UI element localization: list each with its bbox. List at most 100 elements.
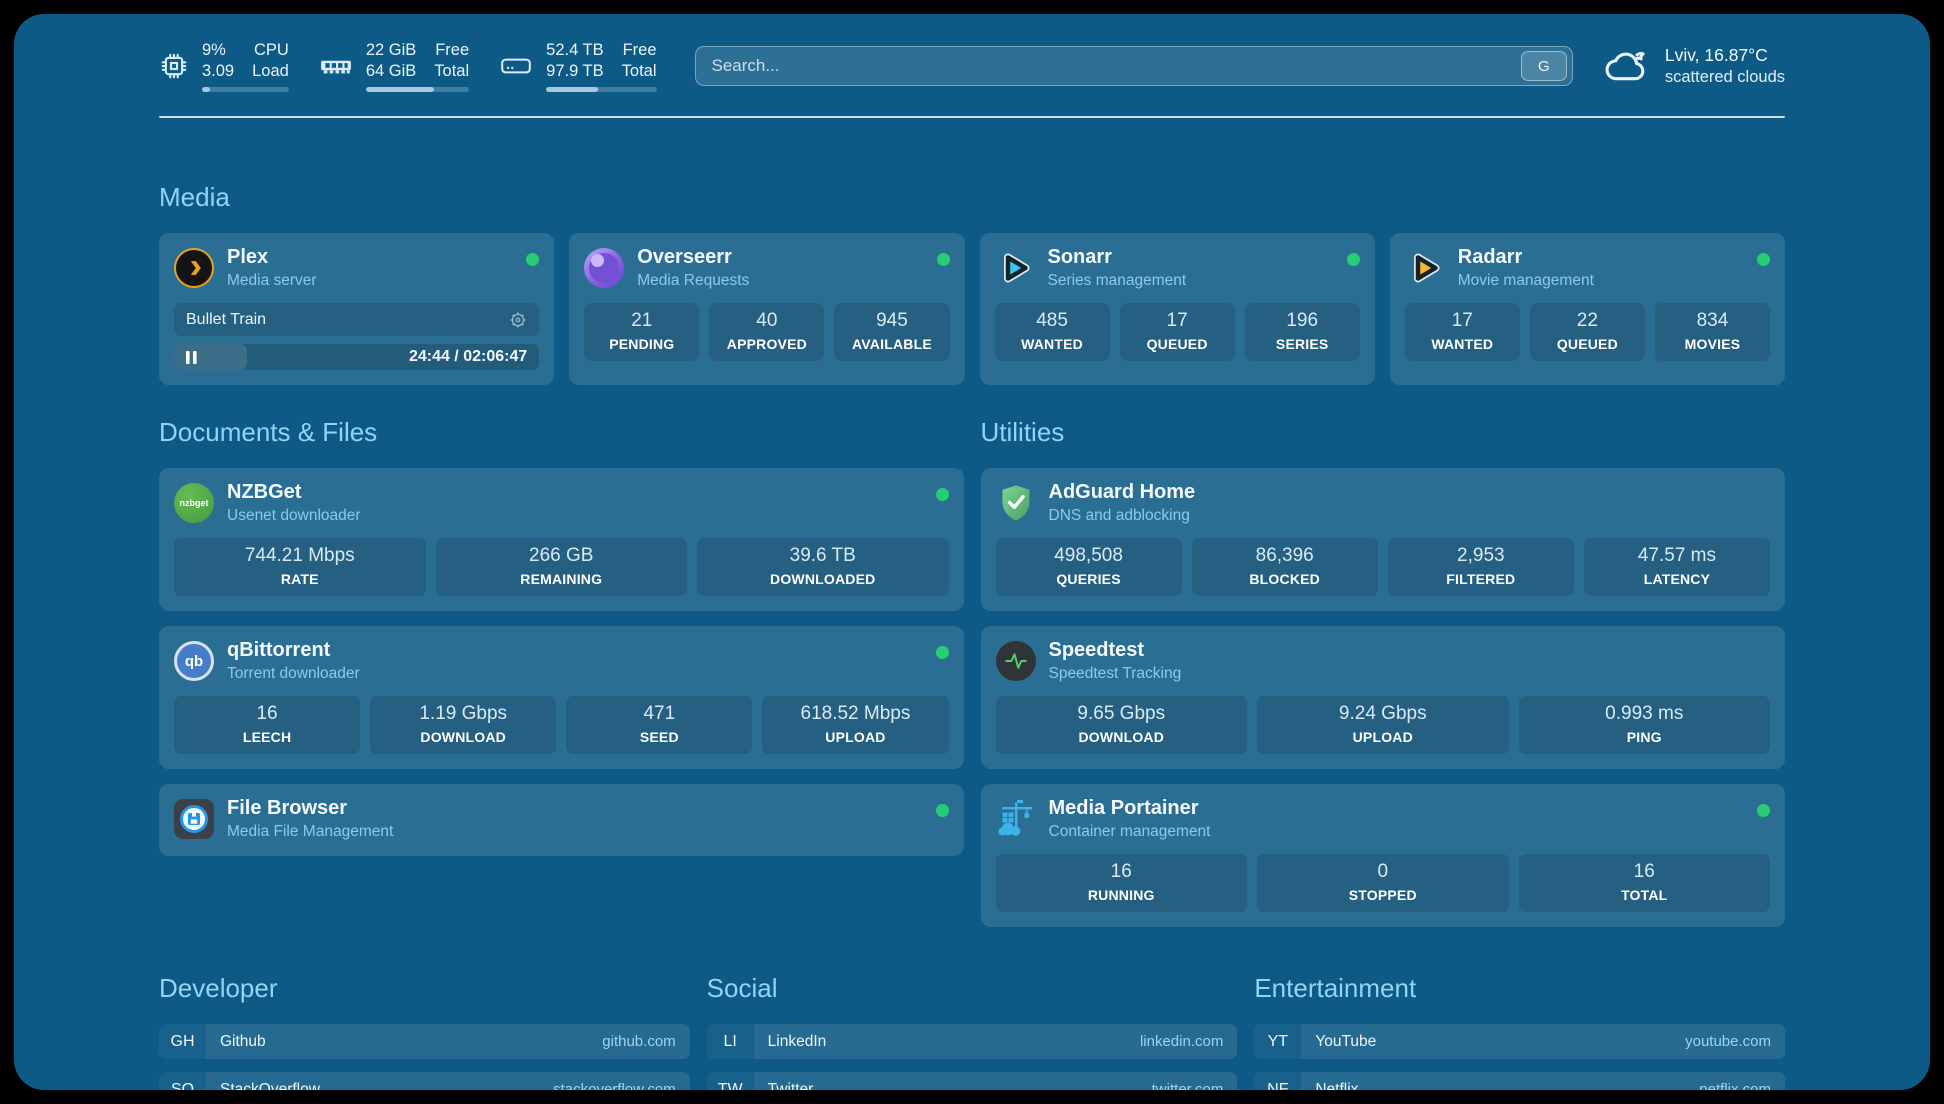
bookmark-url: netflix.com [1699,1081,1771,1090]
service-card-sonarr[interactable]: Sonarr Series management 485 WANTED 17 Q… [979,233,1375,386]
stat-box: 744.21 Mbps RATE [174,538,426,597]
stat-label: WANTED [1431,336,1494,353]
bookmark-abbr: NF [1254,1072,1302,1090]
stat-box: 618.52 Mbps UPLOAD [762,696,949,755]
stat-box: 1.19 Gbps DOWNLOAD [370,696,557,755]
stat-box: 0.993 ms PING [1518,696,1770,755]
stat-label: UPLOAD [1352,729,1413,746]
stat-value: 744.21 Mbps [244,545,355,567]
bookmark-stackoverflow[interactable]: SO StackOverflow stackoverflow.com [159,1072,690,1090]
service-card-plex[interactable]: Plex Media server Bullet Train [159,233,555,386]
stat-value: 0.993 ms [1605,703,1684,725]
stat-box: 945 AVAILABLE [834,303,950,362]
cpu-icon [159,51,189,81]
service-description: Media File Management [227,823,394,841]
search-bar[interactable]: G [694,46,1573,87]
stat-label: AVAILABLE [852,336,932,353]
disk-resource-widget: 52.4 TB 97.9 TB Free Total [499,40,657,93]
service-card-speedtest[interactable]: Speedtest Speedtest Tracking 9.65 Gbps D… [980,626,1785,770]
utilities-column: Utilities [980,417,1785,928]
memory-total-label: Total [434,62,470,81]
service-card-radarr[interactable]: Radarr Movie management 17 WANTED 22 QUE… [1389,233,1785,386]
bookmark-github[interactable]: GH Github github.com [159,1024,690,1060]
playback-time: 24:44 / 02:06:47 [408,348,528,366]
portainer-icon [996,799,1036,839]
section-title-entertainment: Entertainment [1254,973,1417,1004]
service-card-overseerr[interactable]: Overseerr Media Requests 21 PENDING 40 A… [569,233,965,386]
service-name: Media Portainer [1048,797,1199,820]
stat-value: 21 [631,310,653,332]
memory-total-value: 64 GiB [365,62,417,81]
service-card-adguard[interactable]: AdGuard Home DNS and adblocking 498,508 … [980,468,1785,612]
stat-value: 40 [756,310,778,332]
stat-label: SEED [639,729,679,746]
search-provider-button[interactable]: G [1520,51,1567,82]
stat-label: QUEUED [1146,336,1208,353]
nzbget-icon: nzbget [174,483,214,524]
stat-box: 471 SEED [566,696,753,755]
service-card-nzbget[interactable]: nzbget NZBGet Usenet downloader 744.21 M… [159,468,964,612]
status-dot [935,646,949,660]
weather-condition: scattered clouds [1664,68,1785,87]
status-dot [1757,804,1770,818]
stat-value: 16 [1633,861,1655,883]
stat-label: LEECH [242,729,292,746]
stat-box: 266 GB REMAINING [435,538,687,597]
service-description: Usenet downloader [227,507,361,525]
now-playing-row: Bullet Train [174,303,540,337]
service-name: Sonarr [1047,246,1112,269]
stat-label: DOWNLOAD [1078,729,1165,746]
header-divider [159,116,1785,119]
now-playing-title: Bullet Train [186,310,267,328]
disk-total-label: Total [621,62,657,81]
overseerr-icon [584,248,625,289]
service-description: Media Requests [637,272,750,290]
stat-label: DOWNLOADED [770,571,876,588]
service-description: DNS and adblocking [1048,507,1190,525]
stat-value: 17 [1451,310,1473,332]
stat-value: 16 [256,703,278,725]
service-card-filebrowser[interactable]: File Browser Media File Management [159,784,964,857]
documents-column: Documents & Files nzbget NZBGet Usenet d… [159,417,964,857]
service-description: Speedtest Tracking [1048,665,1182,683]
stat-value: 47.57 ms [1637,545,1717,567]
service-card-portainer[interactable]: Media Portainer Container management 16 … [980,784,1785,928]
service-card-qbittorrent[interactable]: qb qBittorrent Torrent downloader 16 LEE… [159,626,964,770]
stat-label: RATE [280,571,319,588]
stat-label: APPROVED [726,336,807,353]
stat-box: 196 SERIES [1244,303,1360,362]
stat-value: 1.19 Gbps [419,703,508,725]
disk-icon [499,53,533,79]
memory-resource-widget: 22 GiB 64 GiB Free Total [319,40,470,93]
bookmark-twitter[interactable]: TW Twitter twitter.com [706,1072,1238,1090]
memory-icon [319,53,353,79]
bookmark-youtube[interactable]: YT YouTube youtube.com [1254,1024,1785,1060]
stat-value: 471 [643,703,676,725]
radarr-icon [1405,248,1445,288]
service-description: Movie management [1457,272,1594,290]
service-description: Container management [1048,823,1211,841]
bookmark-group-developer: Developer GH Github github.com SO StackO… [159,973,690,1090]
stat-label: QUERIES [1056,571,1121,588]
stat-box: 498,508 QUERIES [995,538,1182,597]
playback-progress-fill [174,344,248,371]
bookmark-abbr: GH [159,1024,206,1060]
media-card-grid: Plex Media server Bullet Train [159,233,1785,386]
bookmark-linkedin[interactable]: LI LinkedIn linkedin.com [706,1024,1238,1060]
service-description: Media server [227,272,317,290]
section-title-documents: Documents & Files [159,417,378,448]
search-input[interactable] [711,56,1521,77]
disk-progress-fill [546,87,599,93]
bookmark-abbr: LI [706,1024,754,1060]
stat-box: 9.24 Gbps UPLOAD [1257,696,1509,755]
status-dot [1757,253,1770,267]
service-description: Series management [1047,272,1187,290]
bookmarks-grid: Developer GH Github github.com SO StackO… [159,973,1785,1090]
stat-value: 945 [876,310,908,332]
stat-value: 485 [1036,310,1068,332]
bookmark-group-entertainment: Entertainment YT YouTube youtube.com NF … [1254,973,1785,1090]
sonarr-icon [995,248,1035,288]
stat-box: 0 STOPPED [1257,854,1509,913]
stat-label: STOPPED [1348,887,1417,904]
bookmark-netflix[interactable]: NF Netflix netflix.com [1254,1072,1785,1090]
